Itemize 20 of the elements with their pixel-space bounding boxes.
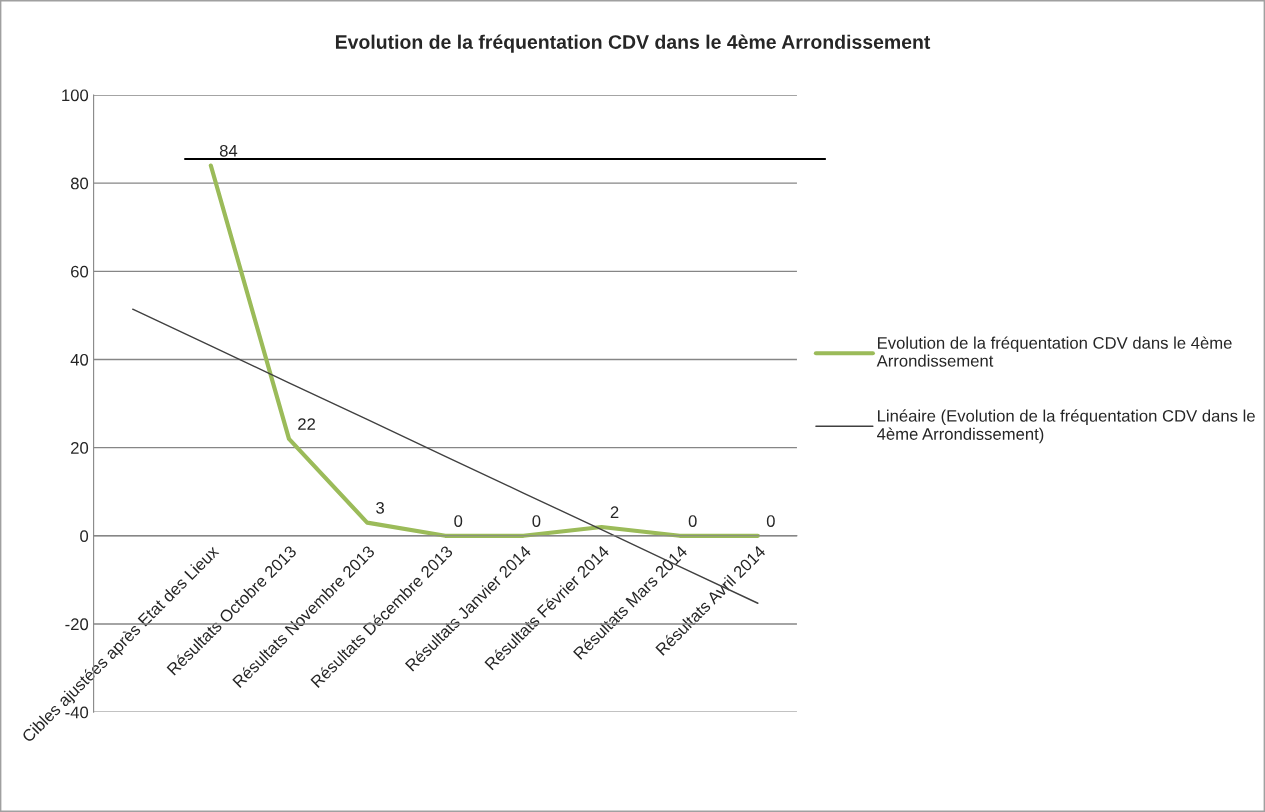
y-tick-label: 60 bbox=[71, 265, 89, 278]
data-label: 84 bbox=[219, 144, 238, 157]
chart-title: Evolution de la fréquentation CDV dans le 4ème Arrondissement bbox=[335, 34, 931, 53]
y-tick-label: -20 bbox=[65, 618, 89, 631]
y-tick-label: 80 bbox=[70, 177, 89, 190]
line-series bbox=[208, 163, 760, 538]
y-tick-label: 20 bbox=[71, 442, 89, 454]
y-tick-label: -40 bbox=[65, 706, 89, 719]
y-tick-label: 100 bbox=[62, 89, 89, 102]
legend-label: Evolution de la fréquentation CDV dans le 4ème Arrondissement bbox=[876, 336, 1232, 367]
data-label: 3 bbox=[376, 501, 384, 514]
data-label: 22 bbox=[298, 418, 316, 430]
data-label: 0 bbox=[532, 515, 541, 527]
data-label: 2 bbox=[610, 506, 619, 518]
y-tick-label: 0 bbox=[80, 530, 89, 543]
data-label: 0 bbox=[766, 515, 775, 527]
data-label: 0 bbox=[688, 515, 697, 527]
y-tick-label: 40 bbox=[70, 353, 89, 366]
data-label: 0 bbox=[454, 515, 463, 527]
legend-label: Linéaire (Evolution de la fréquentation CDV dans le 4ème Arrondissement) bbox=[877, 409, 1255, 444]
